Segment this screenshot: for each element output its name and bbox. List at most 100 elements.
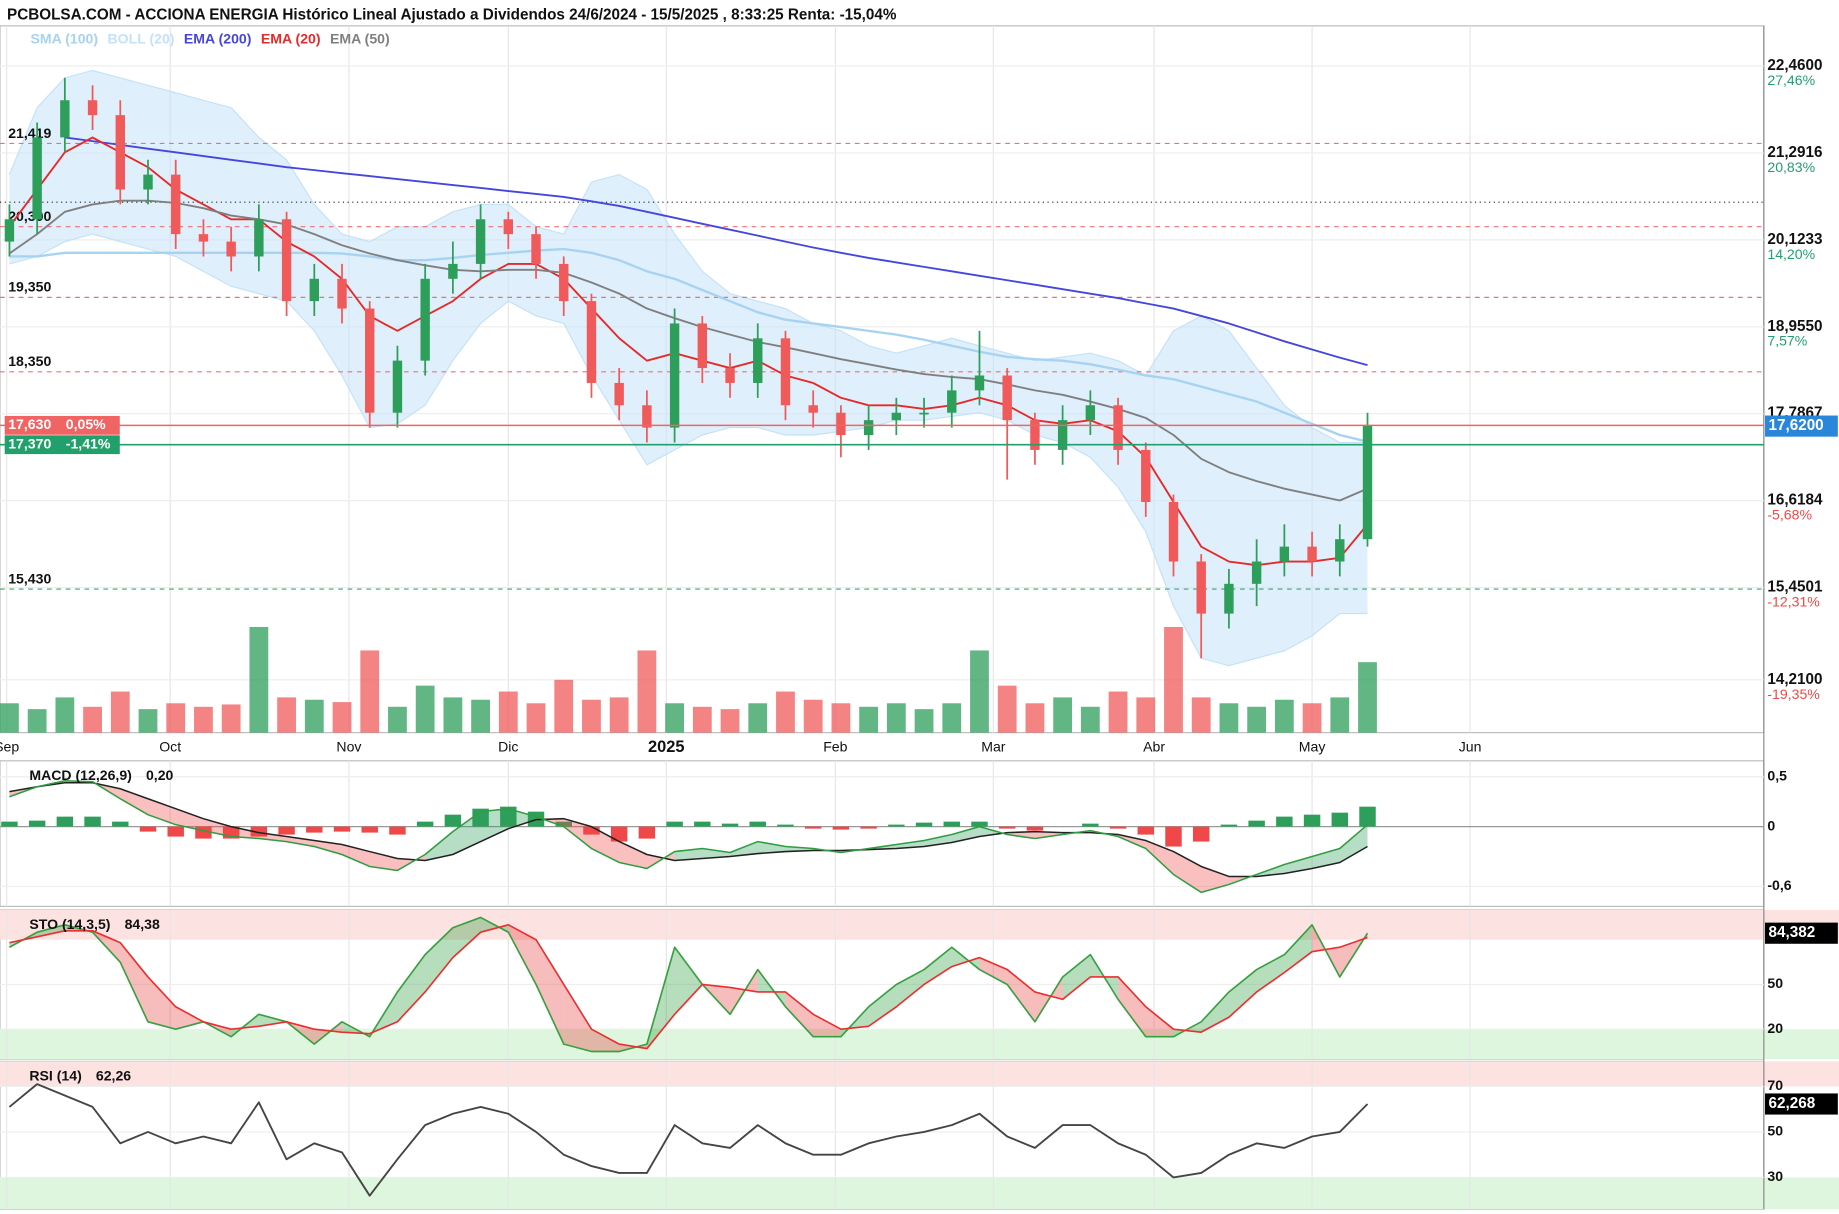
x-tick-label: Oct [159, 739, 181, 755]
candle-body [531, 234, 541, 264]
cross-fill [1228, 969, 1257, 1018]
volume-bar [637, 650, 657, 733]
y-tick-label: 20,1233 [1767, 231, 1822, 248]
cross-fill [674, 947, 703, 1015]
histogram-bar [749, 821, 766, 827]
x-tick-label: May [1299, 739, 1327, 755]
panel-title: RSI (14) [29, 1067, 81, 1083]
histogram-bar [832, 826, 850, 830]
x-tick-label: Dic [498, 739, 518, 755]
last-value-label: 62,268 [1769, 1095, 1816, 1112]
rsi-line [8, 1083, 1369, 1197]
candle-body [448, 263, 458, 279]
candle-body [1307, 546, 1317, 562]
volume-bar [304, 699, 324, 733]
volume-bar [720, 709, 740, 733]
y-tick-label: 0 [1767, 817, 1775, 833]
cross-fill [813, 1014, 841, 1037]
histogram-bar [1165, 826, 1182, 847]
cross-fill [148, 977, 176, 1030]
candle-body [559, 263, 569, 302]
candle-body [4, 219, 15, 242]
level-label: 15,430 [8, 570, 51, 586]
histogram-bar [555, 821, 572, 827]
cross-fill [785, 991, 814, 1037]
candle-body [337, 278, 347, 309]
volume-bar [1080, 706, 1100, 733]
volume-bar [332, 702, 352, 733]
legend-entry: SMA (100) [31, 31, 99, 47]
candle-body [254, 219, 264, 257]
cross-fill [1284, 924, 1313, 973]
histogram-bar [112, 821, 129, 827]
candle-body [1030, 420, 1040, 450]
volume-bar [166, 703, 186, 733]
cross-fill [1339, 824, 1368, 863]
volume-bar [859, 706, 879, 733]
histogram-bar [167, 826, 184, 837]
legend-entry: EMA (20) [261, 31, 321, 47]
y-tick-label: 14,2100 [1767, 671, 1822, 688]
candle-body [1113, 405, 1123, 450]
y-tick-percent: 27,46% [1767, 72, 1815, 88]
volume-bar [942, 703, 962, 733]
candle-body [60, 100, 70, 138]
histogram-bar [1026, 826, 1044, 831]
volume-bar [277, 697, 296, 733]
y-tick-percent: 7,57% [1767, 333, 1807, 349]
volume-bar [1330, 697, 1350, 733]
histogram-bar [694, 821, 711, 827]
histogram-bar [888, 824, 905, 827]
price-marker-box [4, 435, 120, 455]
cross-fill [730, 841, 758, 857]
histogram-bar [139, 826, 157, 832]
macd-line [9, 780, 1369, 894]
candle-body [1279, 546, 1290, 562]
volume-bar [138, 709, 158, 733]
volume-bar [498, 691, 518, 733]
cross-fill [231, 826, 259, 839]
candle-body [974, 375, 985, 391]
y-tick-label: 50 [1767, 1123, 1783, 1139]
candle-body [309, 278, 319, 302]
volume-bar [471, 699, 490, 733]
cross-fill [563, 984, 592, 1052]
histogram-bar [416, 821, 434, 827]
volume-bar [110, 691, 130, 733]
y-tick-label: 30 [1767, 1168, 1783, 1184]
histogram-bar [1220, 824, 1238, 827]
cross-fill [619, 841, 647, 869]
histogram-bar [583, 826, 600, 835]
cross-fill [1062, 954, 1091, 1000]
histogram-bar [1303, 814, 1321, 827]
x-tick-label: 2025 [648, 738, 685, 756]
volume-bar [1191, 697, 1211, 733]
volume-bar [360, 650, 380, 733]
volume-bar [970, 650, 989, 733]
volume-bar [194, 706, 213, 733]
candle-body [171, 174, 181, 235]
volume-bar [803, 699, 823, 733]
histogram-bar [638, 826, 656, 839]
cross-fill [480, 917, 509, 933]
candle-body [697, 323, 708, 369]
cross-fill [120, 788, 149, 815]
cross-fill [369, 851, 398, 871]
volume-bar [1164, 626, 1183, 733]
volume-bar [415, 685, 435, 733]
histogram-bar [1359, 806, 1376, 827]
cross-fill [896, 969, 925, 1007]
cross-fill [175, 808, 204, 831]
chart-title: PCBOLSA.COM - ACCIONA ENERGIA Histórico … [7, 6, 897, 23]
volume-bar [1219, 703, 1239, 733]
candle-body [725, 368, 735, 383]
volume-bar [914, 709, 934, 733]
x-tick-label: Jun [1459, 739, 1482, 755]
volume-bar [1247, 706, 1267, 733]
cross-fill [37, 924, 65, 937]
histogram-bar [361, 826, 378, 833]
histogram-bar [1248, 820, 1265, 827]
histogram-bar [721, 823, 739, 827]
price-marker-label: 17,630 [8, 416, 51, 432]
